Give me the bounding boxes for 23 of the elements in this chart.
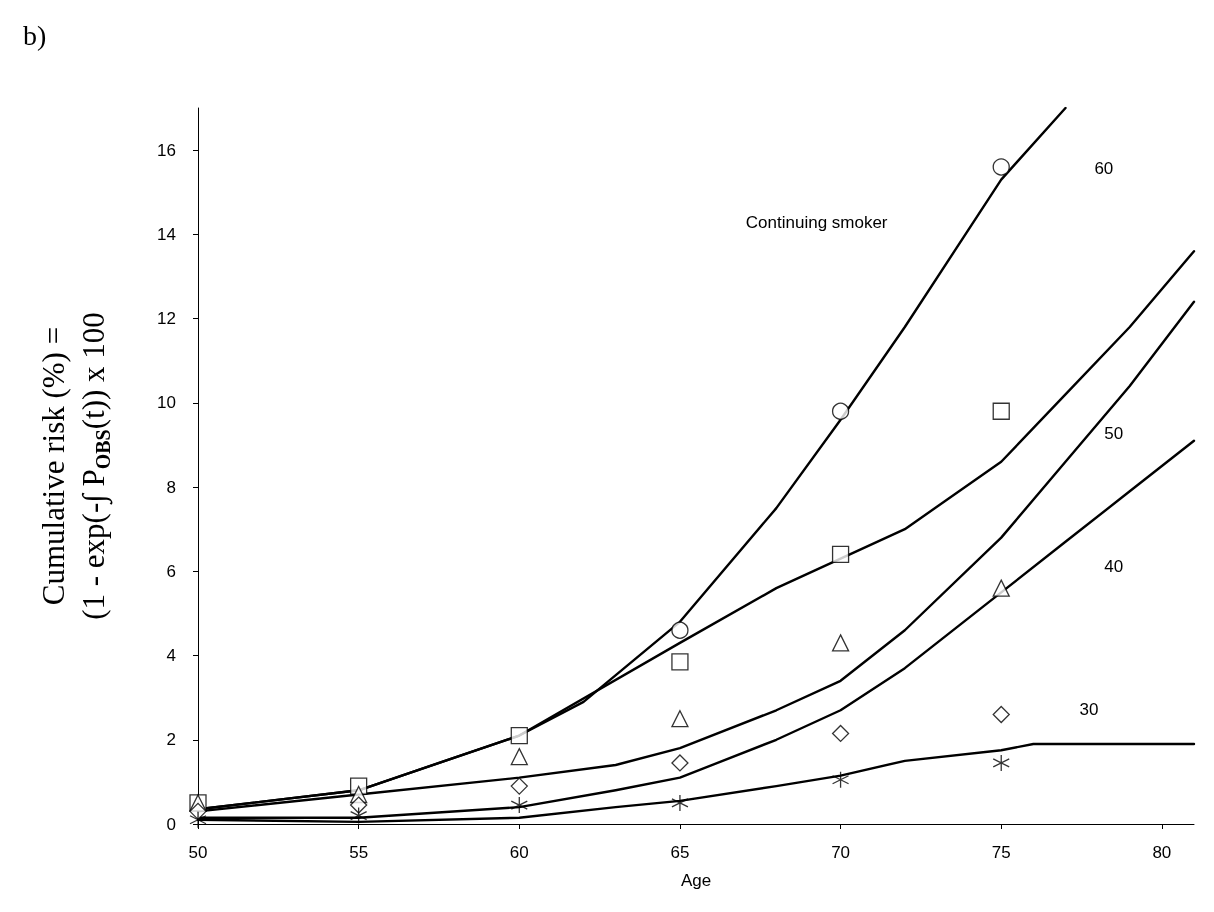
y-tick-label: 12 — [157, 309, 176, 329]
y-tick-label: 14 — [157, 224, 176, 244]
annotation: Continuing smoker — [745, 213, 888, 233]
x-tick-label: 55 — [349, 843, 369, 862]
x-tick-label: 50 — [188, 843, 208, 862]
y-tick-label: 8 — [166, 477, 176, 497]
y-tick-label: 10 — [157, 393, 176, 413]
annotation: 30 — [1079, 699, 1099, 719]
x-tick-label: 75 — [991, 843, 1011, 862]
annotation: 60 — [1094, 159, 1114, 179]
annotation: 50 — [1104, 424, 1124, 444]
x-tick-label: 65 — [670, 843, 690, 862]
x-tick-label: 80 — [1152, 843, 1172, 862]
x-tick-label: 70 — [831, 843, 851, 862]
chart-title: b) — [23, 19, 47, 51]
x-axis-title: Age — [680, 871, 712, 890]
annotation: 40 — [1104, 556, 1124, 576]
x-tick-label: 60 — [509, 843, 529, 862]
y-tick-label: 2 — [166, 730, 176, 750]
y-tick-label: 4 — [166, 646, 176, 666]
y-tick-label: 6 — [166, 561, 176, 581]
y-tick-label: 16 — [157, 140, 176, 160]
y-tick-label: 0 — [166, 814, 176, 834]
